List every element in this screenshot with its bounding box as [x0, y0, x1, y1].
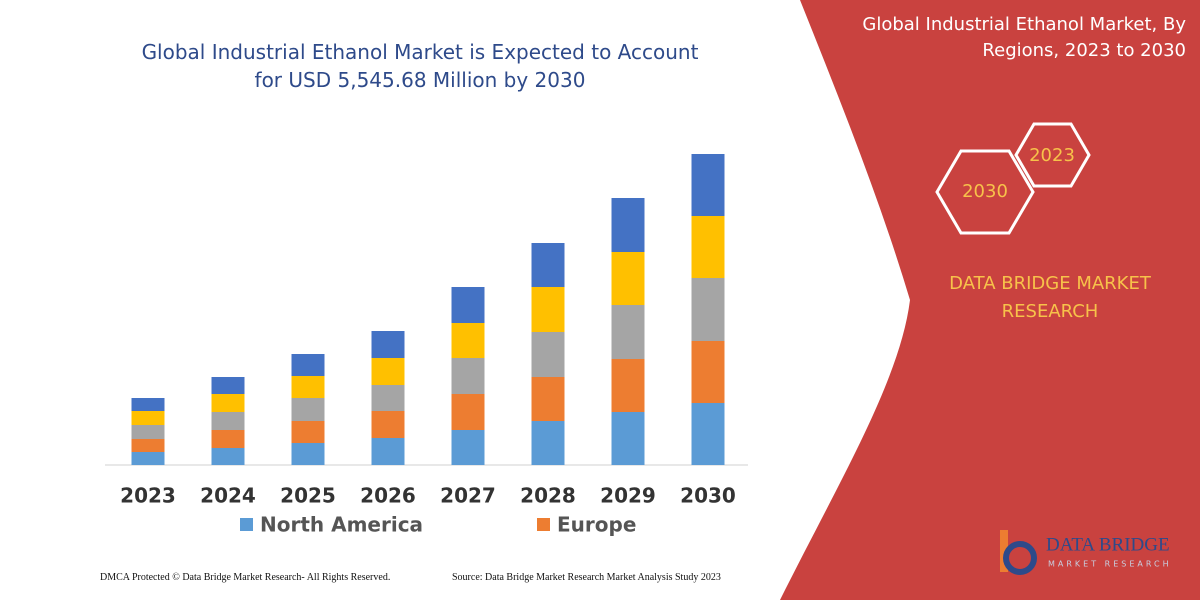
bar-segment [211, 412, 245, 430]
x-tick-label: 2027 [440, 484, 496, 508]
bar-segment [531, 243, 565, 287]
bar-segment [371, 331, 405, 358]
bar-segment [371, 358, 405, 385]
bar-segment [691, 403, 725, 465]
logo-icon [1000, 530, 1037, 575]
bar-segment [451, 430, 485, 465]
hexagon [935, 149, 1035, 235]
bar-segment [611, 359, 645, 412]
x-tick-label: 2023 [120, 484, 176, 508]
bar-segment [531, 332, 565, 377]
bar-segment [611, 198, 645, 252]
bar-segment [371, 385, 405, 411]
bar-segment [531, 377, 565, 421]
bar-segment [211, 430, 245, 448]
panel-title: Global Industrial Ethanol Market, By Reg… [862, 14, 1186, 61]
bar-segment [611, 412, 645, 465]
bar-segment [691, 278, 725, 341]
logo-stem [1000, 530, 1008, 572]
bar-segment [691, 216, 725, 278]
x-tick-label: 2030 [680, 484, 736, 508]
hexagon [1014, 122, 1091, 188]
hexagon-label: 2030 [962, 181, 1008, 202]
bar-segment [451, 323, 485, 358]
bar-segment [291, 376, 325, 398]
bar-segment [371, 438, 405, 465]
logo-name: DATA BRIDGE [1046, 534, 1170, 555]
bar-segment [291, 398, 325, 421]
logo-bowl [1003, 541, 1037, 575]
bar-segment [131, 439, 165, 452]
copyright: DMCA Protected © Data Bridge Market Rese… [100, 572, 391, 583]
bar-segment [291, 421, 325, 443]
bar-segment [291, 354, 325, 376]
source: Source: Data Bridge Market Research Mark… [452, 572, 721, 583]
brand: DATA BRIDGE MARKET RESEARCH [949, 273, 1151, 322]
red-panel [780, 0, 1200, 600]
bar-segment [371, 411, 405, 438]
bar-segment [211, 377, 245, 394]
bar-segment [131, 425, 165, 439]
hexagons [935, 122, 1091, 235]
bar-segment [691, 341, 725, 403]
bar-segment [291, 443, 325, 465]
x-tick-label: 2028 [520, 484, 576, 508]
bar-segment [531, 421, 565, 465]
bar-segment [611, 305, 645, 359]
bar-segment [451, 358, 485, 394]
legend-label: Europe [557, 513, 636, 537]
legend-label: North America [260, 513, 423, 537]
bar-segment [611, 252, 645, 305]
x-tick-label: 2026 [360, 484, 416, 508]
bar-segment [451, 287, 485, 323]
bar-segment [131, 398, 165, 411]
x-tick-label: 2029 [600, 484, 656, 508]
chart-title: Global Industrial Ethanol Market is Expe… [141, 40, 699, 92]
bar-segment [131, 452, 165, 465]
bar-segment [211, 394, 245, 412]
bar-segment [451, 394, 485, 430]
bar-segment [691, 154, 725, 216]
logo-tagline: MARKET RESEARCH [1048, 560, 1172, 569]
bar-segment [131, 411, 165, 425]
chart: 2023 2024 2025 2026 2027 2028 2029 2030 North Am… [105, 154, 748, 537]
legend-swatch [240, 518, 253, 531]
bar-segment [211, 448, 245, 465]
x-tick-label: 2024 [200, 484, 256, 508]
bar-segment [531, 287, 565, 332]
legend-swatch [537, 518, 550, 531]
x-tick-label: 2025 [280, 484, 336, 508]
hexagon-label: 2023 [1029, 145, 1075, 166]
